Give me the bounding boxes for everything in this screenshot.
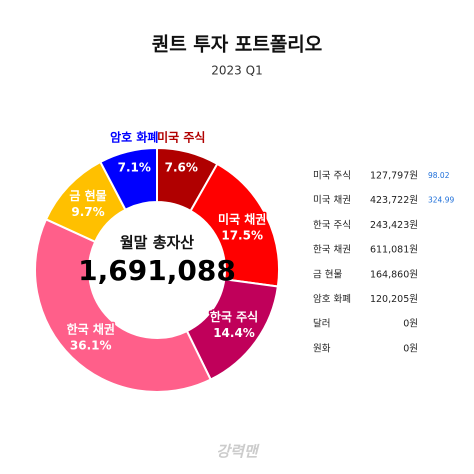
holding-amount: 611,081원 (370, 245, 418, 256)
holdings-table: 미국 주식 127,797원 98.02 미국 채권 423,722원 324.99 한국 … (313, 171, 454, 355)
holding-name: 암호 화폐 (313, 293, 351, 305)
slice (34, 217, 213, 393)
slice-value-label: 7.1% (118, 160, 151, 174)
slice-name: 한국 주식 (210, 309, 258, 324)
holding-name: 한국 채권 (313, 244, 351, 256)
holding-amount: 127,797원 (370, 171, 418, 182)
center-label: 월말 총자산 (120, 234, 194, 252)
holding-amount: 423,722원 (370, 195, 418, 206)
holding-name: 한국 주식 (313, 220, 351, 231)
holding-amount: 0원 (403, 343, 418, 354)
chart-subtitle: 2023 Q1 (211, 64, 262, 78)
slice-value-label: 17.5% (221, 228, 263, 242)
holding-name: 금 현물 (313, 269, 342, 280)
watermark: 강력맨 (216, 443, 260, 461)
donut: 미국 주식 7.6% 미국 채권 17.5% 한국 주식 14.4% 한국 채권 36.1% 금… (34, 130, 280, 393)
center-value: 1,691,088 (78, 254, 236, 287)
holding-amount: 243,423원 (370, 220, 418, 231)
holding-note: 324.99 (428, 196, 454, 205)
holding-amount: 0원 (403, 319, 418, 330)
holding-name: 미국 채권 (313, 194, 351, 206)
slice (99, 146, 158, 212)
slice-value-label: 36.1% (70, 339, 112, 353)
slice-name: 미국 채권 (218, 211, 266, 226)
slice-name: 암호 화폐 (110, 130, 158, 145)
holding-name: 원화 (313, 343, 331, 354)
slice-value-label: 9.7% (71, 205, 104, 219)
slice-value-label: 14.4% (213, 326, 255, 340)
slice-name: 미국 주식 (157, 130, 205, 145)
holding-note: 98.02 (428, 171, 450, 180)
holding-amount: 164,860원 (370, 269, 418, 280)
chart-title: 퀀트 투자 포트폴리오 (152, 34, 323, 56)
slice-name: 한국 채권 (67, 322, 115, 337)
slice-name: 금 현물 (69, 188, 106, 203)
holding-amount: 120,205원 (370, 294, 418, 305)
holding-name: 미국 주식 (313, 171, 351, 182)
holding-name: 달러 (313, 318, 330, 330)
slice-value-label: 7.6% (165, 161, 198, 175)
